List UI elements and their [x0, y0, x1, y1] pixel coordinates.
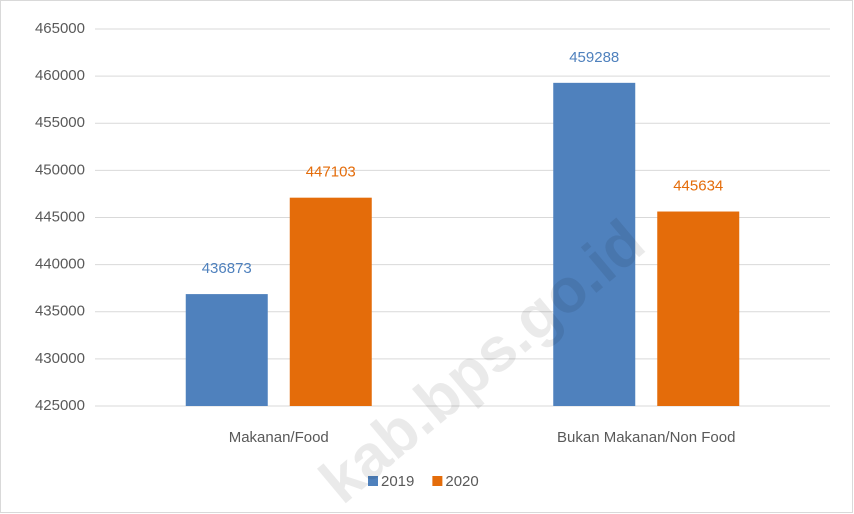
bar — [289, 197, 372, 406]
y-tick-label: 435000 — [35, 303, 85, 320]
data-label: 447103 — [306, 164, 356, 181]
y-tick-label: 430000 — [35, 350, 85, 367]
legend-swatch — [432, 476, 443, 486]
x-tick-label: Bukan Makanan/Non Food — [557, 429, 735, 446]
bar — [657, 211, 740, 406]
bar — [553, 82, 636, 406]
legend-label: 2019 — [381, 473, 414, 490]
data-label: 436873 — [202, 260, 252, 277]
y-tick-label: 465000 — [35, 20, 85, 37]
bar — [185, 294, 268, 406]
y-tick-label: 445000 — [35, 208, 85, 225]
legend-label: 2020 — [445, 473, 478, 490]
x-tick-label: Makanan/Food — [229, 429, 329, 446]
data-label: 445634 — [673, 177, 723, 194]
y-tick-label: 460000 — [35, 67, 85, 84]
y-tick-label: 450000 — [35, 161, 85, 178]
data-label: 459288 — [569, 49, 619, 66]
y-tick-label: 425000 — [35, 397, 85, 414]
y-tick-label: 455000 — [35, 114, 85, 131]
y-tick-label: 440000 — [35, 256, 85, 273]
legend-swatch — [368, 476, 378, 486]
